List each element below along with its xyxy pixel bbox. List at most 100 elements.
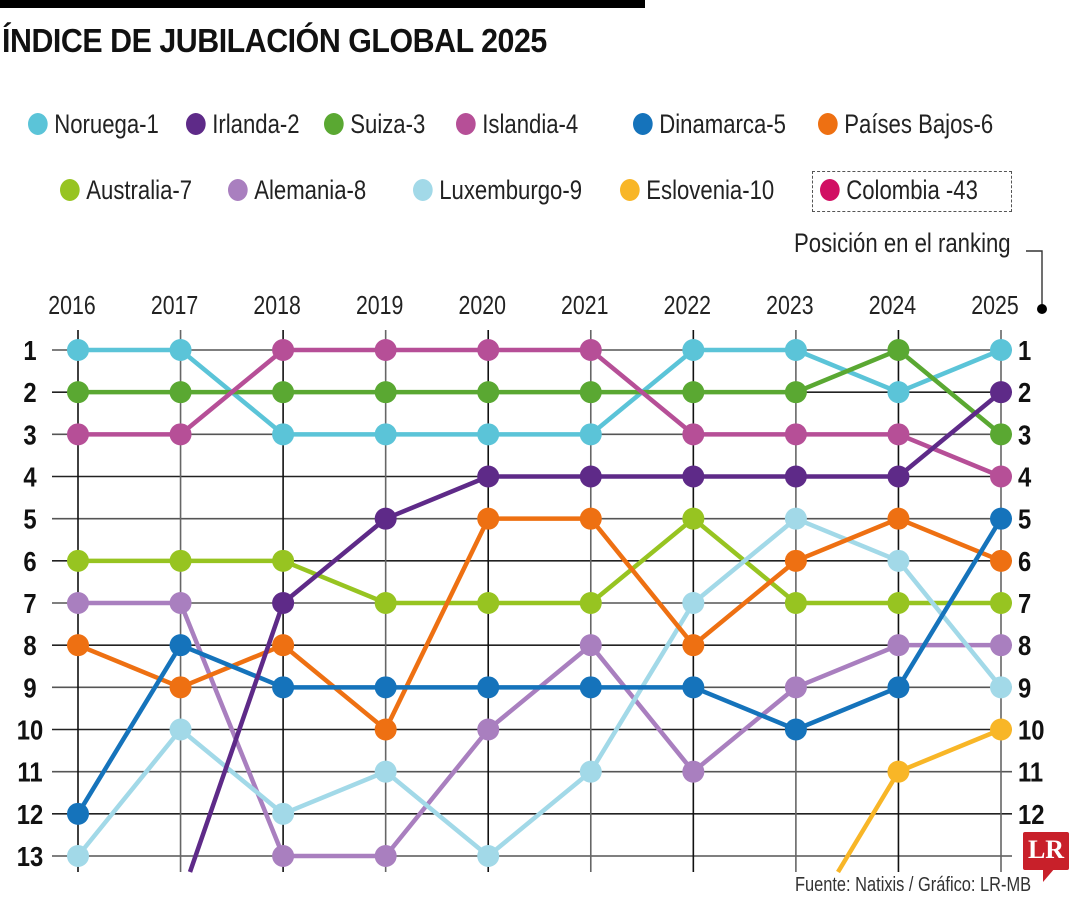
legend-item: Eslovenia-10: [620, 173, 774, 207]
series-line-dinamarca: [76, 517, 1003, 816]
legend-label: Dinamarca-5: [659, 108, 786, 139]
top-accent-bar: [0, 0, 645, 8]
y-tick-label-left: 13: [17, 840, 43, 872]
data-point: [990, 507, 1012, 530]
data-point: [887, 381, 910, 404]
x-tick-label: 2022: [664, 291, 711, 321]
legend-label: Alemania-8: [254, 174, 367, 205]
data-point: [784, 676, 807, 699]
data-point: [272, 634, 295, 657]
data-point: [67, 845, 89, 867]
x-tick-label: 2016: [48, 291, 95, 321]
data-point: [579, 339, 602, 361]
data-point: [682, 423, 705, 446]
data-point: [477, 465, 500, 488]
y-tick-label-left: 8: [23, 629, 36, 661]
data-point: [67, 592, 89, 614]
legend-label: Australia-7: [86, 174, 193, 205]
x-tick-label: 2020: [459, 291, 506, 321]
data-point: [682, 465, 705, 488]
data-point: [477, 676, 500, 699]
data-point: [990, 718, 1012, 741]
data-point: [272, 339, 295, 361]
y-tick-label-left: 4: [23, 461, 37, 493]
data-point: [169, 592, 192, 614]
data-point: [477, 718, 500, 741]
data-point: [990, 676, 1012, 699]
data-point: [887, 507, 910, 530]
data-point: [784, 549, 807, 572]
data-point: [374, 718, 397, 741]
y-tick-label-left: 2: [23, 376, 36, 408]
data-point: [990, 592, 1012, 614]
data-point: [579, 760, 602, 783]
data-point: [784, 381, 807, 404]
legend-item: Noruega-1: [28, 107, 159, 141]
data-point: [169, 634, 192, 657]
data-point: [169, 339, 192, 361]
y-tick-label-right: 12: [1018, 798, 1044, 830]
series-line-eslovenia: [836, 727, 1002, 874]
data-point: [990, 634, 1012, 657]
y-tick-label-right: 2: [1018, 376, 1031, 408]
data-point: [374, 423, 397, 446]
data-point: [579, 634, 602, 657]
data-point: [990, 423, 1012, 446]
data-point: [887, 760, 910, 783]
data-point: [477, 339, 500, 361]
data-point: [784, 592, 807, 614]
y-tick-label-left: 5: [23, 503, 36, 535]
data-point: [682, 381, 705, 404]
data-point: [374, 339, 397, 361]
data-point: [374, 676, 397, 699]
y-tick-label-right: 9: [1018, 671, 1031, 703]
legend-item: Australia-7: [60, 173, 192, 207]
y-tick-label-left: 1: [23, 334, 36, 366]
y-tick-label-left: 3: [23, 418, 36, 450]
legend-swatch: [60, 179, 80, 201]
data-point: [67, 423, 89, 446]
legend-label: Colombia -43: [846, 174, 978, 205]
data-point: [682, 592, 705, 614]
legend-item: Luxemburgo-9: [413, 173, 582, 207]
legend-swatch: [820, 179, 840, 201]
data-point: [67, 634, 89, 657]
ranking-leader-line: [1026, 250, 1043, 309]
data-point: [990, 465, 1012, 488]
y-tick-label-right: 10: [1018, 714, 1044, 746]
legend-swatch: [620, 179, 640, 201]
x-tick-label: 2019: [356, 291, 403, 321]
data-point: [67, 802, 89, 825]
y-tick-label-right: 3: [1018, 418, 1031, 450]
data-point: [169, 549, 192, 572]
ranking-leader-dot: [1037, 304, 1047, 314]
series-line-países-bajos: [77, 516, 1002, 732]
data-point: [784, 718, 807, 741]
legend-item: Dinamarca-5: [633, 107, 786, 141]
y-tick-label-right: 11: [1018, 756, 1043, 788]
data-point: [67, 381, 89, 404]
data-point: [784, 465, 807, 488]
legend-label: Islandia-4: [482, 108, 579, 139]
data-point: [784, 423, 807, 446]
data-point: [67, 339, 89, 361]
legend-swatch: [28, 113, 48, 135]
data-point: [579, 592, 602, 614]
legend-item: Alemania-8: [228, 173, 366, 207]
data-point: [887, 634, 910, 657]
chart-title: ÍNDICE DE JUBILACIÓN GLOBAL 2025: [2, 22, 547, 59]
data-point: [579, 465, 602, 488]
x-tick-label: 2025: [971, 291, 1018, 321]
lr-logo-tail: [1043, 868, 1055, 882]
data-point: [887, 423, 910, 446]
legend-item: Islandia-4: [456, 107, 578, 141]
data-point: [579, 507, 602, 530]
data-point: [477, 423, 500, 446]
y-tick-label-left: 12: [17, 798, 43, 830]
legend-item: Suiza-3: [324, 107, 425, 141]
data-point: [784, 339, 807, 361]
data-point: [67, 549, 89, 572]
data-point: [477, 845, 500, 867]
legend-label: Noruega-1: [54, 108, 159, 139]
